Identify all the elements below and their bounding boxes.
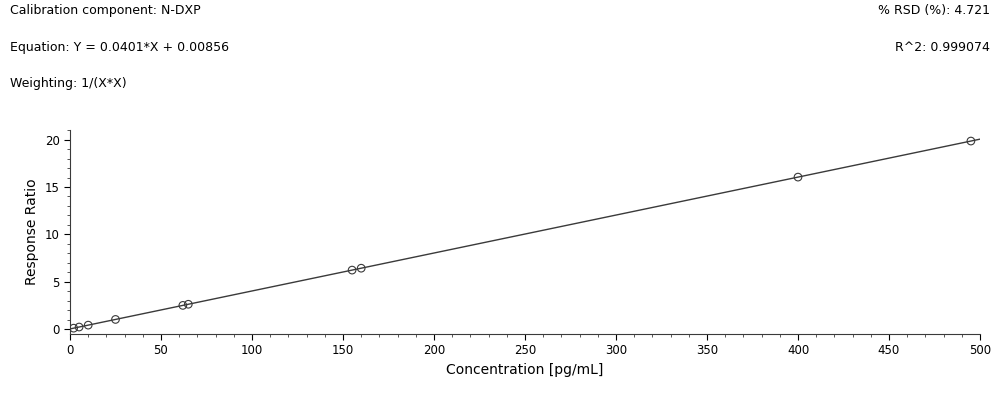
Point <box>66 325 82 331</box>
Y-axis label: Response Ratio: Response Ratio <box>25 179 39 285</box>
Point <box>353 265 369 271</box>
Point <box>108 316 124 323</box>
Text: Equation: Y = 0.0401*X + 0.00856: Equation: Y = 0.0401*X + 0.00856 <box>10 41 229 54</box>
Point <box>180 301 196 308</box>
Point <box>71 324 87 330</box>
Point <box>790 174 806 180</box>
Point <box>344 267 360 274</box>
Point <box>175 302 191 309</box>
Text: R^2: 0.999074: R^2: 0.999074 <box>895 41 990 54</box>
X-axis label: Concentration [pg/mL]: Concentration [pg/mL] <box>446 363 604 377</box>
Point <box>80 322 96 328</box>
Text: Weighting: 1/(X*X): Weighting: 1/(X*X) <box>10 77 127 90</box>
Point <box>963 138 979 144</box>
Text: Calibration component: N-DXP: Calibration component: N-DXP <box>10 4 201 17</box>
Text: % RSD (%): 4.721: % RSD (%): 4.721 <box>878 4 990 17</box>
